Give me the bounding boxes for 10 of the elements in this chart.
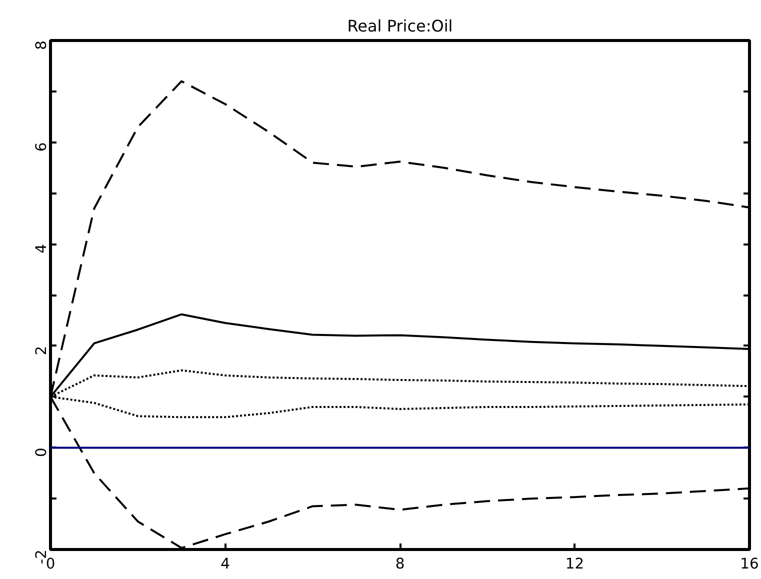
x-tick-label: 4 — [220, 556, 230, 572]
y-tick-label: 8 — [33, 40, 50, 50]
x-tick-label: 8 — [395, 556, 405, 572]
x-tick-label: 16 — [740, 556, 759, 572]
y-tick-label: 0 — [33, 448, 50, 458]
x-tick-label: 12 — [565, 556, 584, 572]
y-tick-label: 4 — [33, 244, 50, 254]
y-tick-label: 2 — [33, 346, 50, 356]
y-tick-label: 6 — [33, 142, 50, 152]
chart-title: Real Price:Oil — [347, 16, 453, 36]
